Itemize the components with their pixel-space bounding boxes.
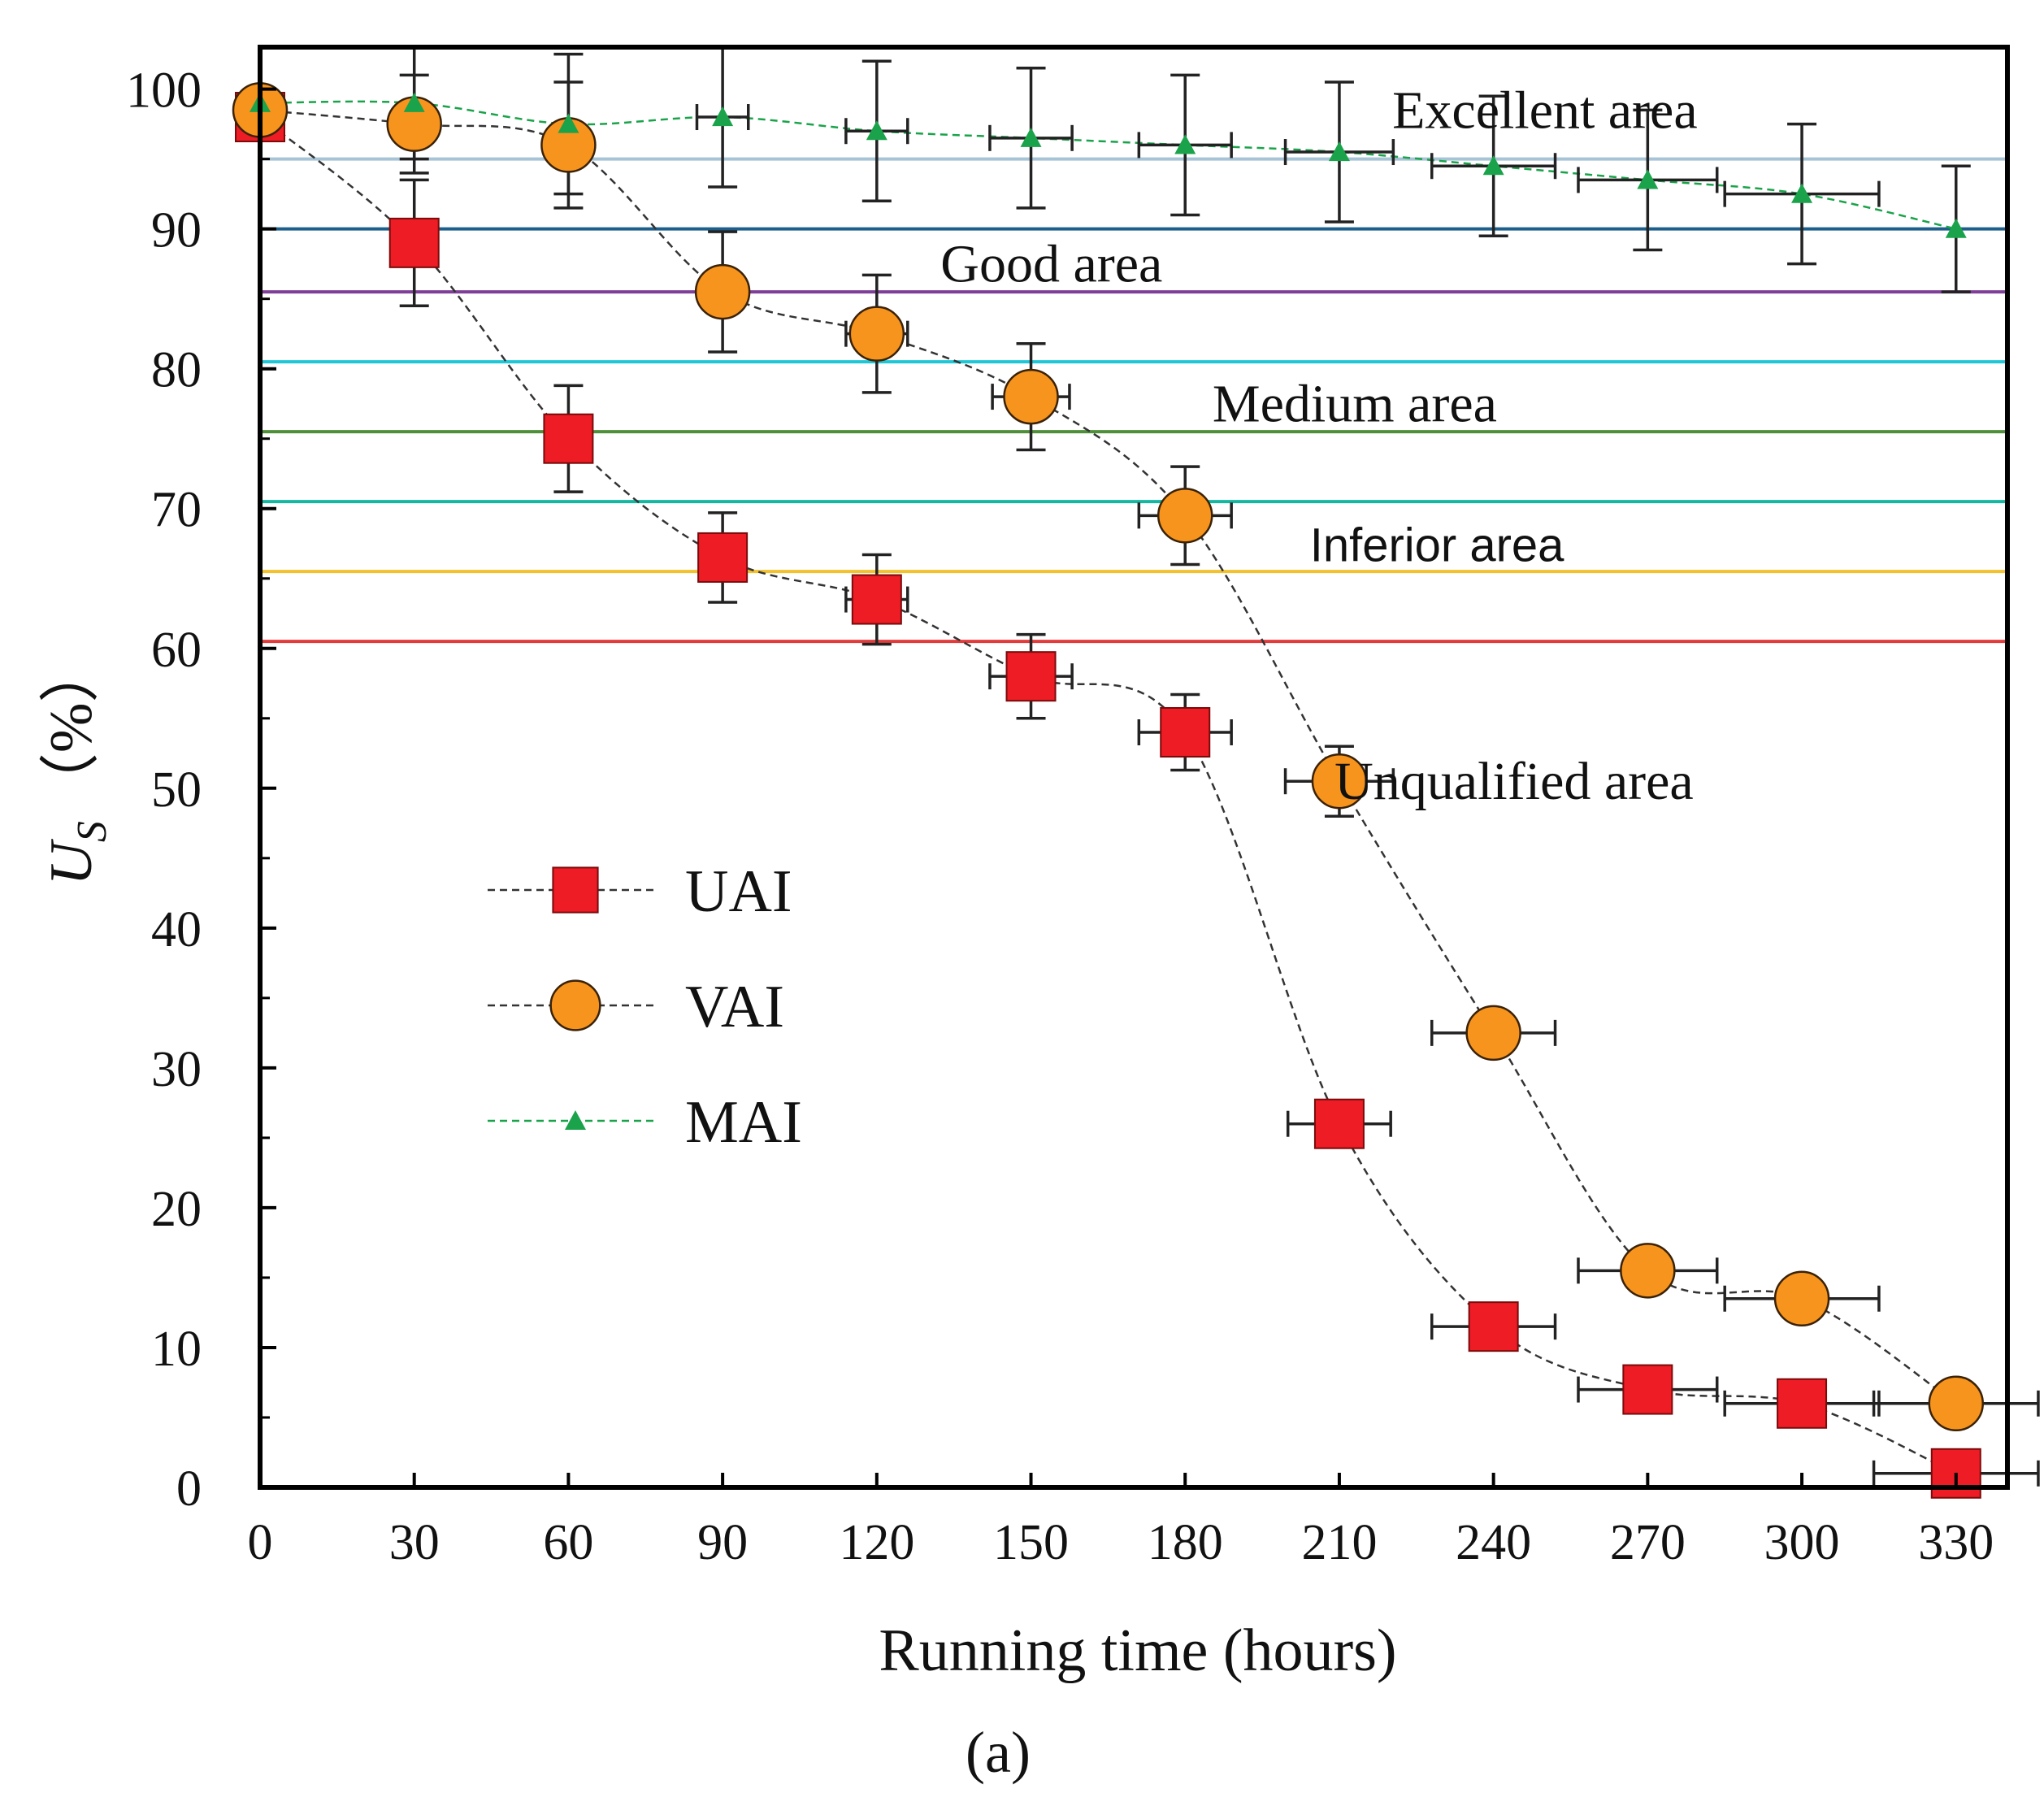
zone-label: Unqualified area (1334, 752, 1694, 811)
y-tick-label: 60 (151, 623, 202, 678)
data-point-mai (558, 113, 579, 133)
zone-label: Good area (940, 235, 1162, 294)
plot-frame (258, 45, 2010, 1490)
x-tick-label: 0 (248, 1515, 273, 1570)
x-tick-label: 90 (697, 1515, 748, 1570)
svg-text:US（%）: US （%） (38, 642, 115, 885)
data-point-mai (1020, 127, 1042, 147)
data-point-mai (712, 106, 734, 127)
y-axis-title-main: U (38, 839, 105, 886)
data-point-uai (851, 574, 902, 625)
figure-caption-label: (a) (966, 1720, 1031, 1785)
data-point-vai (1157, 488, 1213, 544)
data-point-vai (1928, 1375, 1985, 1432)
y-axis-title: US （%） (38, 642, 115, 885)
zone-label: Medium area (1213, 375, 1497, 434)
data-point-uai (697, 532, 749, 583)
y-tick-label: 100 (126, 63, 202, 119)
legend-label-mai: MAI (685, 1089, 802, 1156)
y-tick-label: 10 (151, 1322, 202, 1377)
data-point-uai (1777, 1378, 1828, 1429)
x-axis-title: Running time (hours) (879, 1617, 1396, 1684)
zone-label: Inferior area (1310, 519, 1564, 572)
series-line-uai (259, 116, 1957, 1474)
legend-label-uai: UAI (685, 858, 792, 925)
data-point-uai (1005, 651, 1057, 702)
x-tick-label: 300 (1764, 1515, 1840, 1570)
data-point-mai (1174, 134, 1196, 154)
y-tick-label: 20 (151, 1182, 202, 1237)
x-tick-label: 330 (1918, 1515, 1994, 1570)
data-point-vai (1773, 1270, 1830, 1326)
data-point-vai (1620, 1243, 1676, 1299)
data-point-vai (1465, 1005, 1521, 1061)
x-tick-label: 180 (1148, 1515, 1223, 1570)
data-point-mai (866, 120, 887, 141)
zone-labels: Excellent area Good area Medium area Inferi… (940, 80, 1697, 811)
x-tick-label: 270 (1610, 1515, 1686, 1570)
series-markers (232, 82, 1985, 1499)
x-tick-label: 60 (543, 1515, 593, 1570)
y-tick-label: 30 (151, 1042, 202, 1097)
y-tick-label: 90 (151, 203, 202, 258)
data-point-vai (1311, 753, 1368, 810)
data-point-mai (1482, 155, 1504, 176)
data-point-uai (1622, 1364, 1673, 1415)
data-point-mai (1791, 183, 1813, 203)
zone-label: Excellent area (1392, 80, 1698, 140)
y-axis-title-unit: （%） (38, 642, 105, 813)
x-tick-label: 240 (1456, 1515, 1531, 1570)
y-axis-ticks: 0 10 20 30 40 50 60 70 80 90 100 (126, 63, 276, 1517)
data-point-uai (1160, 706, 1211, 758)
y-tick-label: 0 (176, 1461, 202, 1517)
data-point-uai (388, 217, 440, 268)
y-tick-label: 50 (151, 762, 202, 818)
data-point-mai (1328, 141, 1350, 162)
data-point-vai (848, 306, 905, 362)
data-point-vai (1003, 368, 1059, 425)
data-point-uai (1468, 1301, 1519, 1352)
x-tick-label: 30 (389, 1515, 440, 1570)
x-axis-ticks: 0 30 60 90 120 150 180 210 240 270 300 330 (248, 1473, 1994, 1570)
legend-marker-vai (549, 979, 601, 1031)
legend-marker-uai (552, 866, 599, 914)
data-point-uai (1313, 1098, 1365, 1149)
y-axis-title-subscript: S (69, 821, 115, 842)
y-tick-label: 80 (151, 343, 202, 398)
legend-marker-mai (565, 1110, 586, 1131)
y-tick-label: 40 (151, 902, 202, 957)
data-point-mai (1637, 169, 1659, 189)
data-point-uai (543, 413, 594, 464)
y-tick-label: 70 (151, 483, 202, 538)
legend-label-vai: VAI (685, 974, 784, 1040)
data-point-mai (1945, 218, 1967, 238)
x-tick-label: 120 (839, 1515, 914, 1570)
data-point-vai (694, 263, 751, 320)
x-tick-label: 210 (1301, 1515, 1377, 1570)
data-point-mai (403, 92, 425, 112)
legend: UAI VAI MAI (488, 858, 802, 1156)
x-tick-label: 150 (993, 1515, 1069, 1570)
